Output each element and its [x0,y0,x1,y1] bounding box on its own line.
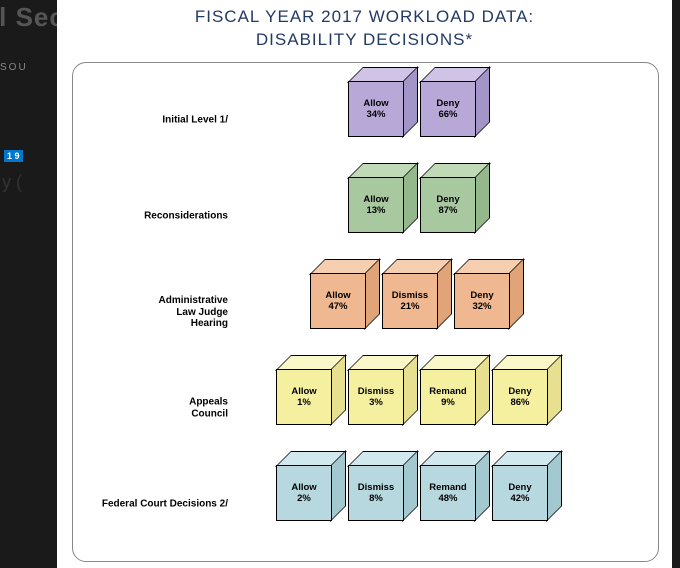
box-value: 66% [438,109,457,120]
row-label: AdministrativeLaw JudgeHearing [73,295,228,330]
box-value: 48% [438,493,457,504]
box-label: Allow [363,98,388,109]
decision-row: AppealsCouncil Allow1% Dismiss3% Remand9% De… [73,365,658,451]
decision-box: Deny42% [492,465,546,519]
box-label: Deny [436,98,459,109]
box-value: 1% [297,397,311,408]
box-label: Remand [429,482,466,493]
box-front-face: Allow13% [348,177,404,233]
decision-box: Dismiss8% [348,465,402,519]
decision-box: Deny32% [454,273,508,327]
box-front-face: Deny32% [454,273,510,329]
decision-row: Federal Court Decisions 2/Allow2% Dismiss… [73,461,658,547]
box-value: 21% [400,301,419,312]
box-label: Remand [429,386,466,397]
box-front-face: Allow1% [276,369,332,425]
box-value: 87% [438,205,457,216]
box-value: 13% [366,205,385,216]
box-label: Allow [363,194,388,205]
decision-box: Allow34% [348,81,402,135]
bg-y-fragment: y ( [2,172,22,193]
chart-frame: Initial Level 1/Allow34%Deny66%Reconside… [72,62,659,562]
box-value: 3% [369,397,383,408]
decision-box: Allow1% [276,369,330,423]
box-label: Deny [436,194,459,205]
box-value: 86% [510,397,529,408]
box-front-face: Remand48% [420,465,476,521]
row-label: AppealsCouncil [73,397,228,420]
box-label: Deny [508,482,531,493]
chart-title: FISCAL YEAR 2017 WORKLOAD DATA: DISABILI… [57,6,672,52]
decision-box: Dismiss3% [348,369,402,423]
chart-panel: FISCAL YEAR 2017 WORKLOAD DATA: DISABILI… [57,0,672,568]
row-boxes: Allow34% Deny66% [348,81,474,135]
box-front-face: Allow47% [310,273,366,329]
box-value: 2% [297,493,311,504]
decision-box: Dismiss21% [382,273,436,327]
box-front-face: Remand9% [420,369,476,425]
decision-box: Remand48% [420,465,474,519]
row-boxes: Allow13% Deny87% [348,177,474,231]
title-line-1: FISCAL YEAR 2017 WORKLOAD DATA: [195,7,534,26]
box-front-face: Dismiss21% [382,273,438,329]
box-front-face: Deny87% [420,177,476,233]
decision-box: Remand9% [420,369,474,423]
box-label: Allow [291,386,316,397]
decision-row: Reconsiderations Allow13% Deny87% [73,173,658,259]
row-label: Initial Level 1/ [73,114,228,126]
title-line-2: DISABILITY DECISIONS* [256,30,473,49]
box-value: 34% [366,109,385,120]
decision-box: Deny66% [420,81,474,135]
row-label: Reconsiderations [73,210,228,222]
box-front-face: Dismiss8% [348,465,404,521]
box-value: 8% [369,493,383,504]
decision-row: Initial Level 1/Allow34% Deny66% [73,77,658,163]
decision-box: Allow47% [310,273,364,327]
box-label: Allow [325,290,350,301]
decision-box: Allow13% [348,177,402,231]
box-front-face: Dismiss3% [348,369,404,425]
row-boxes: Allow2% Dismiss8% Remand48% Deny42% [276,465,546,519]
box-label: Allow [291,482,316,493]
decision-box: Deny86% [492,369,546,423]
box-value: 47% [328,301,347,312]
decision-box: Allow2% [276,465,330,519]
decision-box: Deny87% [420,177,474,231]
box-label: Dismiss [392,290,428,301]
box-value: 42% [510,493,529,504]
bg-sub-fragment: SOU [0,62,28,73]
row-boxes: Allow1% Dismiss3% Remand9% Deny86% [276,369,546,423]
box-label: Deny [508,386,531,397]
box-label: Deny [470,290,493,301]
row-boxes: Allow47% Dismiss21% Deny32% [310,273,508,327]
row-label: Federal Court Decisions 2/ [73,498,228,510]
box-value: 9% [441,397,455,408]
box-front-face: Deny86% [492,369,548,425]
decision-row: AdministrativeLaw JudgeHearing Allow47% Di… [73,269,658,355]
box-label: Dismiss [358,386,394,397]
box-front-face: Allow34% [348,81,404,137]
bg-date-badge: 1 9 [4,150,23,162]
box-front-face: Deny66% [420,81,476,137]
box-front-face: Deny42% [492,465,548,521]
box-front-face: Allow2% [276,465,332,521]
box-label: Dismiss [358,482,394,493]
box-value: 32% [472,301,491,312]
